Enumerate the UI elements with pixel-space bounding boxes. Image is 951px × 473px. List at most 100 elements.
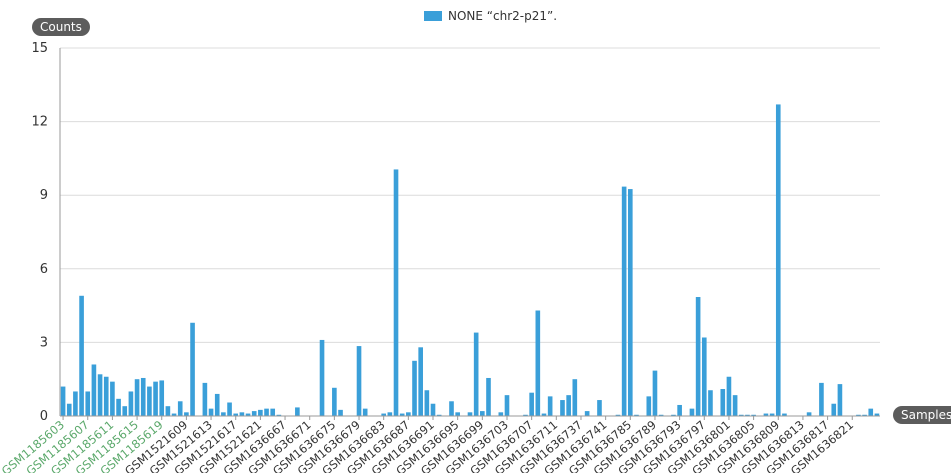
bar[interactable] bbox=[270, 408, 276, 416]
bar[interactable] bbox=[504, 395, 510, 416]
bar[interactable] bbox=[455, 412, 460, 416]
bar[interactable] bbox=[406, 412, 411, 416]
bar[interactable] bbox=[251, 411, 257, 416]
bar[interactable] bbox=[184, 412, 189, 416]
bar[interactable] bbox=[60, 386, 66, 416]
bar[interactable] bbox=[356, 346, 362, 416]
bar[interactable] bbox=[91, 364, 97, 416]
bar[interactable] bbox=[726, 376, 732, 416]
bar[interactable] bbox=[214, 393, 220, 416]
bar[interactable] bbox=[560, 400, 565, 416]
bar[interactable] bbox=[424, 390, 430, 416]
bar[interactable] bbox=[615, 414, 621, 416]
bar[interactable] bbox=[658, 414, 664, 416]
bar[interactable] bbox=[73, 391, 78, 416]
bar[interactable] bbox=[79, 295, 84, 416]
bar[interactable] bbox=[332, 387, 337, 416]
bar[interactable] bbox=[572, 379, 578, 416]
bar[interactable] bbox=[208, 408, 214, 416]
bar[interactable] bbox=[319, 339, 325, 416]
bar[interactable] bbox=[782, 413, 787, 416]
bar[interactable] bbox=[362, 408, 368, 416]
bar[interactable] bbox=[732, 395, 738, 416]
bar[interactable] bbox=[128, 391, 134, 416]
bar[interactable] bbox=[449, 401, 454, 416]
bar[interactable] bbox=[566, 395, 571, 416]
bar[interactable] bbox=[399, 413, 405, 416]
bar[interactable] bbox=[381, 413, 386, 416]
bar[interactable] bbox=[523, 414, 528, 416]
bar[interactable] bbox=[529, 392, 534, 416]
bar[interactable] bbox=[239, 412, 245, 416]
bar[interactable] bbox=[467, 412, 473, 416]
bar[interactable] bbox=[258, 409, 263, 416]
bar[interactable] bbox=[147, 386, 152, 416]
bar[interactable] bbox=[769, 413, 775, 416]
bar[interactable] bbox=[874, 413, 880, 416]
bar[interactable] bbox=[264, 408, 269, 416]
bar[interactable] bbox=[701, 337, 707, 416]
bar[interactable] bbox=[819, 382, 824, 416]
bar[interactable] bbox=[134, 379, 140, 416]
bar[interactable] bbox=[295, 407, 300, 416]
bar[interactable] bbox=[276, 414, 282, 416]
bar[interactable] bbox=[547, 396, 553, 416]
bar[interactable] bbox=[97, 374, 103, 416]
bar[interactable] bbox=[473, 332, 479, 416]
bar[interactable] bbox=[738, 414, 744, 416]
bar[interactable] bbox=[708, 390, 713, 416]
bar[interactable] bbox=[535, 310, 541, 416]
bar[interactable] bbox=[806, 412, 812, 416]
bar[interactable] bbox=[227, 402, 232, 416]
bar[interactable] bbox=[837, 384, 843, 416]
bar[interactable] bbox=[436, 414, 442, 416]
bar[interactable] bbox=[652, 370, 658, 416]
bar[interactable] bbox=[584, 411, 590, 416]
legend[interactable]: NONE “chr2-p21”. bbox=[424, 9, 557, 23]
bar[interactable] bbox=[597, 400, 602, 416]
bar[interactable] bbox=[245, 413, 251, 416]
bar[interactable] bbox=[862, 414, 867, 416]
bar[interactable] bbox=[646, 396, 652, 416]
bar[interactable] bbox=[122, 406, 128, 416]
bar[interactable] bbox=[85, 391, 91, 416]
bar[interactable] bbox=[412, 360, 417, 416]
bar[interactable] bbox=[177, 401, 183, 416]
bar[interactable] bbox=[671, 414, 676, 416]
bar[interactable] bbox=[387, 412, 393, 416]
bar[interactable] bbox=[171, 413, 177, 416]
bar[interactable] bbox=[66, 403, 72, 416]
bar[interactable] bbox=[190, 322, 195, 416]
bar[interactable] bbox=[116, 398, 121, 416]
bar[interactable] bbox=[338, 409, 343, 416]
bar[interactable] bbox=[541, 413, 547, 416]
bar[interactable] bbox=[430, 403, 436, 416]
bar[interactable] bbox=[751, 414, 756, 416]
bar[interactable] bbox=[159, 380, 165, 416]
bar[interactable] bbox=[689, 408, 695, 416]
bar[interactable] bbox=[202, 382, 208, 416]
bar[interactable] bbox=[720, 389, 726, 416]
bar[interactable] bbox=[486, 377, 491, 416]
bar[interactable] bbox=[634, 414, 639, 416]
bar[interactable] bbox=[677, 404, 682, 416]
bar[interactable] bbox=[745, 414, 750, 416]
bar[interactable] bbox=[165, 406, 171, 416]
bar[interactable] bbox=[393, 169, 399, 416]
bar[interactable] bbox=[233, 413, 239, 416]
bar[interactable] bbox=[480, 411, 485, 416]
bar[interactable] bbox=[856, 414, 861, 416]
bar[interactable] bbox=[153, 381, 158, 416]
bar[interactable] bbox=[140, 377, 146, 416]
bar[interactable] bbox=[621, 186, 627, 416]
bar[interactable] bbox=[103, 376, 109, 416]
bar[interactable] bbox=[221, 412, 226, 416]
bar[interactable] bbox=[627, 189, 633, 416]
bar[interactable] bbox=[695, 297, 701, 416]
bar[interactable] bbox=[110, 381, 115, 416]
bar[interactable] bbox=[831, 403, 837, 416]
bar[interactable] bbox=[763, 413, 769, 416]
bar[interactable] bbox=[868, 408, 874, 416]
bar[interactable] bbox=[418, 347, 423, 416]
bar[interactable] bbox=[775, 104, 781, 416]
